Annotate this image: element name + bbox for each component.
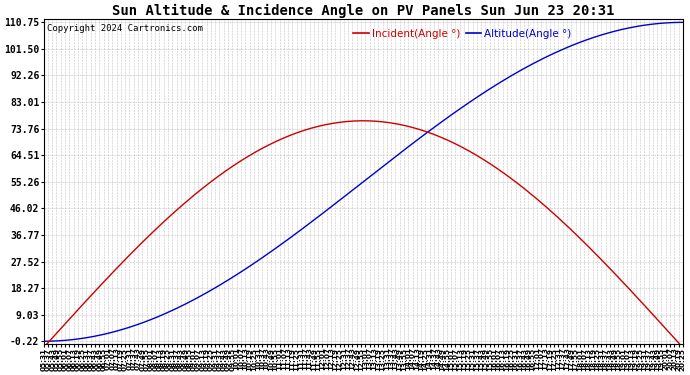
Legend: Incident(Angle °), Altitude(Angle °): Incident(Angle °), Altitude(Angle °) [349,25,576,43]
Title: Sun Altitude & Incidence Angle on PV Panels Sun Jun 23 20:31: Sun Altitude & Incidence Angle on PV Pan… [112,4,615,18]
Text: Copyright 2024 Cartronics.com: Copyright 2024 Cartronics.com [47,24,203,33]
